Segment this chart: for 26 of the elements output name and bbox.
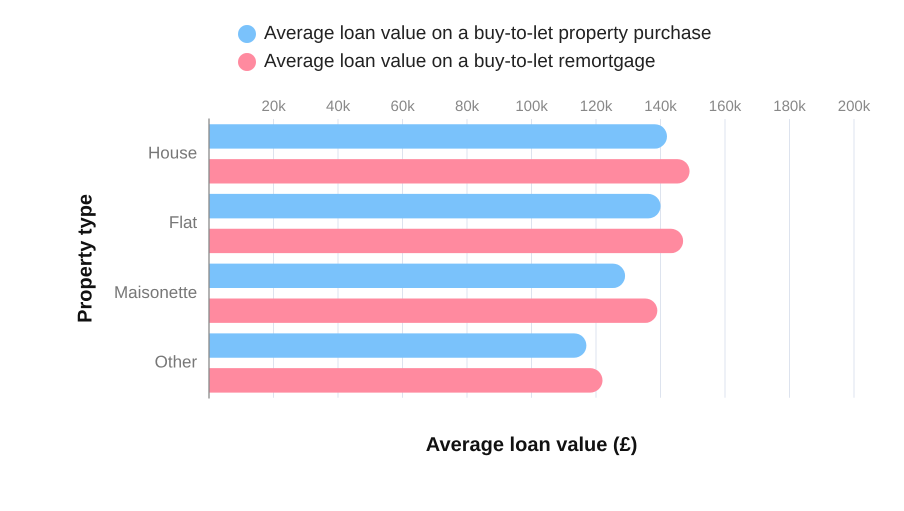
- bar: [210, 159, 690, 184]
- y-tick-label: House: [148, 144, 198, 163]
- x-tick-label: 60k: [390, 98, 416, 116]
- x-tick-label: 80k: [455, 98, 480, 116]
- x-tick-label: 100k: [515, 98, 548, 116]
- legend-label: Average loan value on a buy-to-let remortgage: [264, 51, 656, 73]
- x-tick-label: 40k: [326, 98, 351, 116]
- x-tick-label: 180k: [773, 98, 806, 116]
- bar: [210, 264, 626, 288]
- y-axis-title: Property type: [74, 194, 97, 323]
- y-tick-label: Other: [154, 352, 198, 372]
- x-tick-label: 140k: [644, 98, 678, 116]
- y-tick-label: Flat: [168, 213, 198, 232]
- x-tick-label: 160k: [708, 98, 742, 116]
- bar: [210, 228, 684, 254]
- x-tick-label: 20k: [262, 98, 286, 116]
- x-axis-title: Average loan value (£): [426, 434, 638, 457]
- bar: [210, 298, 658, 323]
- y-tick-label: Maisonette: [114, 282, 198, 302]
- legend-label: Average loan value on a buy-to-let property purchase: [264, 23, 712, 45]
- bar: [210, 194, 661, 218]
- x-tick-label: 120k: [580, 98, 613, 116]
- x-tick-label: 200k: [838, 98, 871, 116]
- bar: [210, 368, 603, 393]
- bar: [210, 124, 667, 149]
- bar: [210, 333, 586, 358]
